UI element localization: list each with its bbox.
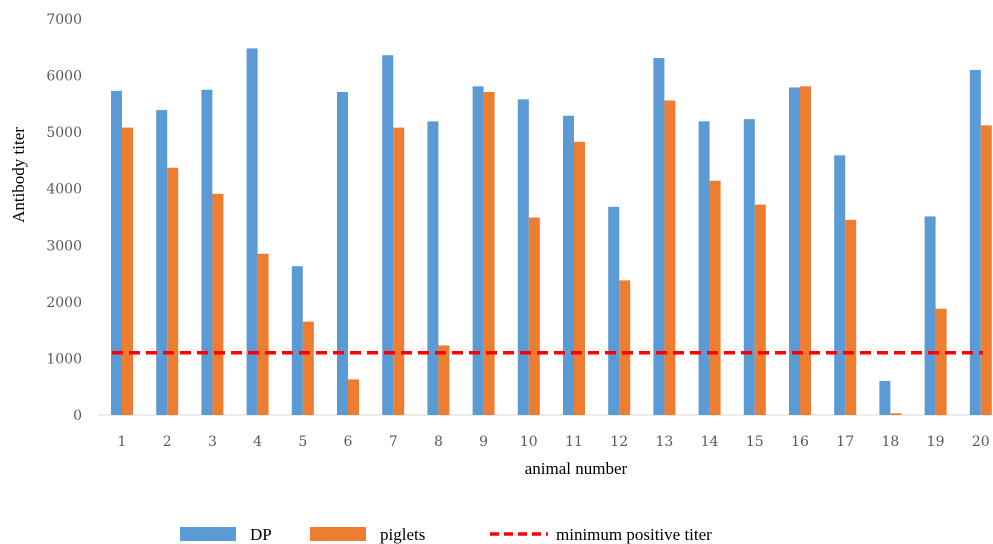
y-axis-title: Antibody titer <box>9 127 28 223</box>
bars <box>111 48 992 416</box>
x-tick-label: 11 <box>565 434 583 450</box>
bar-dp-20 <box>969 69 981 416</box>
x-tick-labels: 1 2 3 4 5 6 7 8 9 10 11 12 13 14 15 16 17 18 19 20 <box>118 434 990 450</box>
legend-label-dp: DP <box>250 525 272 544</box>
bar-dp-10 <box>517 99 529 416</box>
bar-piglets-14 <box>709 180 721 415</box>
x-tick-label: 5 <box>298 434 307 450</box>
y-tick-label: 3000 <box>46 238 82 254</box>
x-tick-label: 9 <box>479 434 488 450</box>
bar-dp-15 <box>743 119 755 415</box>
legend-swatch-dp <box>180 527 236 541</box>
bar-dp-11 <box>563 115 574 415</box>
bar-piglets-17 <box>845 219 857 415</box>
x-tick-label: 15 <box>746 434 764 450</box>
bar-piglets-7 <box>393 127 405 416</box>
x-tick-label: 20 <box>972 434 990 450</box>
legend: DP piglets minimum positive titer <box>180 525 712 544</box>
y-tick-label: 7000 <box>46 12 82 28</box>
x-tick-label: 6 <box>344 434 353 450</box>
y-tick-labels: 0 1000 2000 3000 4000 5000 6000 7000 <box>46 12 82 424</box>
bar-dp-17 <box>834 155 846 415</box>
x-tick-label: 1 <box>118 434 127 450</box>
bar-dp-3 <box>201 89 213 415</box>
bar-dp-5 <box>291 266 303 415</box>
y-tick-label: 4000 <box>46 182 82 198</box>
bar-piglets-6 <box>348 379 359 415</box>
x-tick-label: 12 <box>610 434 628 450</box>
bar-piglets-19 <box>935 308 947 415</box>
legend-label-piglets: piglets <box>380 525 425 544</box>
bar-piglets-1 <box>122 127 133 416</box>
bar-piglets-11 <box>574 141 585 415</box>
x-tick-label: 17 <box>836 434 854 450</box>
x-tick-label: 13 <box>655 434 673 450</box>
bar-piglets-15 <box>754 204 766 415</box>
bar-piglets-20 <box>980 125 992 416</box>
bar-piglets-9 <box>483 91 495 415</box>
x-tick-label: 19 <box>927 434 945 450</box>
bar-dp-16 <box>789 87 800 416</box>
bar-piglets-13 <box>664 100 676 415</box>
y-tick-label: 2000 <box>46 295 82 311</box>
x-axis-title: animal number <box>525 459 628 478</box>
bar-piglets-5 <box>302 321 314 415</box>
x-tick-label: 3 <box>208 434 217 450</box>
x-tick-label: 7 <box>389 434 398 450</box>
bar-piglets-2 <box>167 167 179 415</box>
x-tick-label: 4 <box>253 434 262 450</box>
bar-dp-19 <box>924 216 936 415</box>
bar-dp-8 <box>427 121 439 415</box>
x-tick-label: 16 <box>791 434 809 450</box>
bar-piglets-3 <box>212 193 224 415</box>
y-tick-label: 0 <box>73 408 82 424</box>
bar-piglets-16 <box>800 86 811 415</box>
bar-piglets-18 <box>890 413 902 415</box>
bar-dp-14 <box>698 121 710 415</box>
bar-dp-9 <box>472 86 484 415</box>
bar-piglets-8 <box>438 345 450 415</box>
bar-dp-6 <box>337 91 348 415</box>
x-tick-label: 2 <box>163 434 172 450</box>
y-tick-label: 5000 <box>46 125 82 141</box>
x-tick-label: 8 <box>434 434 443 450</box>
x-tick-label: 14 <box>701 434 719 450</box>
bar-dp-18 <box>879 381 891 415</box>
bar-dp-2 <box>156 110 168 415</box>
bar-dp-13 <box>653 58 665 415</box>
bar-dp-12 <box>608 206 620 415</box>
y-tick-label: 1000 <box>46 351 82 367</box>
bar-piglets-4 <box>257 253 269 415</box>
legend-label-minimum-positive-titer: minimum positive titer <box>556 525 712 544</box>
x-tick-label: 18 <box>881 434 899 450</box>
x-tick-label: 10 <box>520 434 538 450</box>
bar-piglets-10 <box>528 217 540 415</box>
bar-dp-7 <box>382 55 394 415</box>
bar-piglets-12 <box>619 280 631 415</box>
bar-dp-4 <box>246 48 258 415</box>
y-tick-label: 6000 <box>46 69 82 85</box>
legend-swatch-piglets <box>310 527 366 541</box>
bar-dp-1 <box>111 90 122 416</box>
